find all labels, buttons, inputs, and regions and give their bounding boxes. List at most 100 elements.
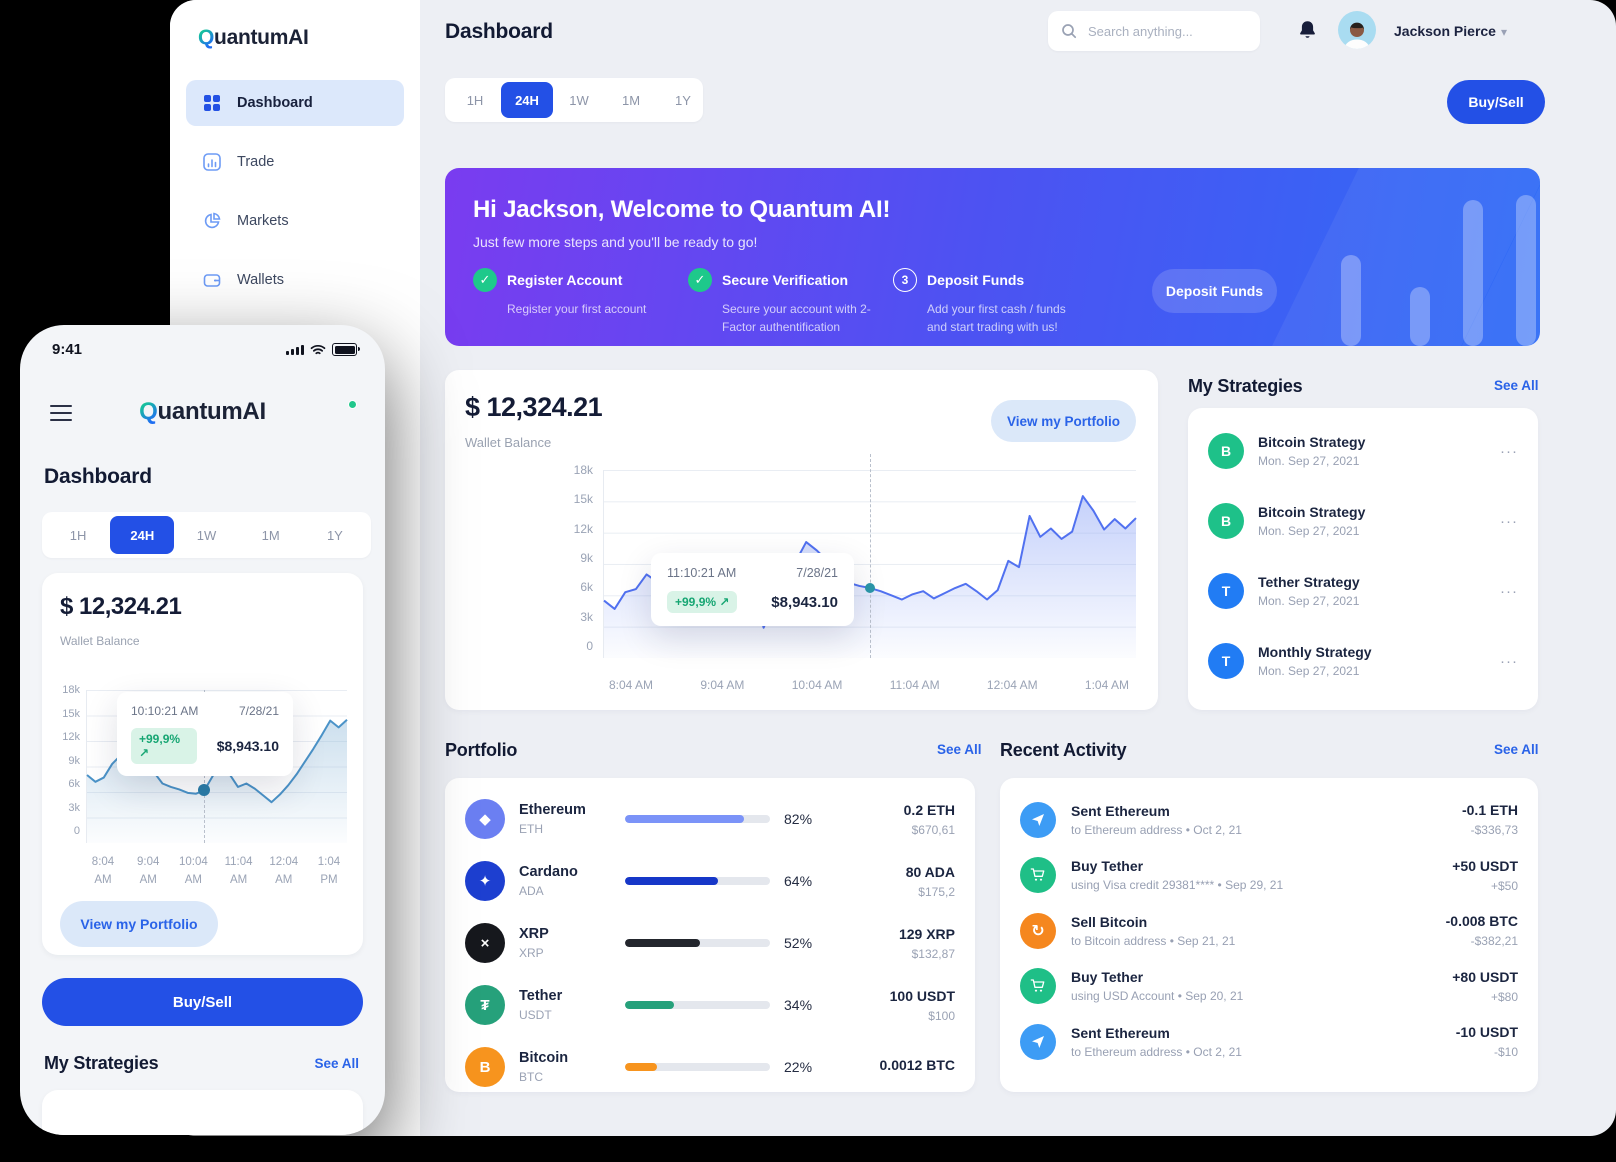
wallet-balance: $ 12,324.21: [60, 593, 182, 620]
activity-see-all[interactable]: See All: [1494, 742, 1539, 757]
asset-amount: 0.2 ETH: [903, 801, 955, 818]
asset-name: XRP: [519, 926, 549, 942]
portfolio-row-ethereum[interactable]: ◆ Ethereum ETH 82% 0.2 ETH $670,61: [445, 788, 975, 850]
user-name[interactable]: Jackson Pierce: [1394, 23, 1496, 39]
sidebar-item-trade[interactable]: Trade: [186, 139, 404, 185]
xrp-icon: ×: [465, 923, 505, 963]
activity-name: Buy Tether: [1071, 858, 1144, 875]
step-desc: Add your first cash / funds and start tr…: [927, 302, 1066, 334]
tether-icon: ₮: [465, 985, 505, 1025]
asset-amount: 129 XRP: [898, 925, 955, 942]
search-icon: [1061, 23, 1077, 39]
strategy-date: Mon. Sep 27, 2021: [1258, 524, 1360, 538]
y-axis-tick: 18k: [62, 684, 80, 696]
activity-desc: to Ethereum address • Oct 2, 21: [1071, 822, 1242, 837]
more-options-icon[interactable]: ···: [1500, 582, 1518, 600]
portfolio-row-bitcoin[interactable]: B Bitcoin BTC 22% 0.0012 BTC: [445, 1036, 975, 1092]
sidebar-item-label: Trade: [237, 154, 275, 170]
activity-row-sent-ethereum[interactable]: Sent Ethereum to Ethereum address • Oct 2…: [1000, 792, 1538, 848]
y-axis-tick: 6k: [580, 580, 593, 595]
strategy-row[interactable]: B Bitcoin Strategy Mon. Sep 27, 2021 ···: [1188, 416, 1538, 486]
view-portfolio-button[interactable]: View my Portfolio: [60, 901, 218, 947]
strategies-see-all[interactable]: See All: [314, 1056, 359, 1071]
notifications-bell-icon[interactable]: [20, 400, 357, 426]
search-input[interactable]: [1086, 22, 1240, 40]
activity-row-sell-bitcoin[interactable]: ↻ Sell Bitcoin to Bitcoin address • Sep 2…: [1000, 903, 1538, 959]
portfolio-row-cardano[interactable]: ✦ Cardano ADA 64% 80 ADA $175,2: [445, 850, 975, 912]
strategies-see-all[interactable]: See All: [1494, 378, 1539, 393]
sidebar-item-dashboard[interactable]: Dashboard: [186, 80, 404, 126]
more-options-icon[interactable]: ···: [1500, 442, 1518, 460]
avatar[interactable]: [1338, 11, 1376, 49]
tab-1y[interactable]: 1Y: [675, 92, 691, 108]
strategy-avatar: B: [1208, 433, 1244, 469]
more-options-icon[interactable]: ···: [1500, 652, 1518, 670]
buy-sell-button[interactable]: Buy/Sell: [1447, 80, 1545, 124]
view-portfolio-button[interactable]: View my Portfolio: [991, 400, 1136, 442]
sidebar-item-markets[interactable]: Markets: [186, 198, 404, 244]
check-icon: ✓: [688, 268, 712, 292]
deposit-funds-button[interactable]: Deposit Funds: [1152, 269, 1277, 313]
activity-desc: to Bitcoin address • Sep 21, 21: [1071, 933, 1236, 948]
y-axis-tick: 3k: [68, 801, 80, 814]
tab-1m[interactable]: 1M: [261, 527, 280, 543]
banner-step-verification: ✓ Secure Verification Secure your account…: [688, 268, 888, 336]
x-axis-tick: 9:04 AM: [136, 856, 160, 887]
tab-1w[interactable]: 1W: [569, 92, 589, 108]
tab-1w[interactable]: 1W: [196, 527, 217, 543]
sidebar-item-label: Wallets: [237, 272, 284, 288]
trend-up-icon: ↗: [139, 746, 150, 760]
y-axis-tick: 3k: [580, 609, 593, 624]
mobile-wallet-chart[interactable]: 10:10:21 AM 7/28/21 +99,9% ↗ $8,943.10: [86, 690, 347, 843]
tab-24h[interactable]: 24H: [110, 516, 175, 554]
tab-1h[interactable]: 1H: [466, 92, 484, 108]
strategy-row[interactable]: B Bitcoin Strategy Mon. Sep 27, 2021 ···: [1188, 486, 1538, 556]
step-desc: Register your first account: [507, 302, 647, 316]
welcome-banner: Hi Jackson, Welcome to Quantum AI! Just …: [445, 168, 1540, 346]
strategy-row[interactable]: T Monthly Strategy Mon. Sep 27, 2021 ···: [1188, 626, 1538, 696]
bitcoin-icon: B: [465, 1047, 505, 1087]
more-options-icon[interactable]: ···: [1500, 512, 1518, 530]
activity-row-buy-tether[interactable]: Buy Tether using Visa credit 29381**** • …: [1000, 848, 1538, 904]
portfolio-row-tether[interactable]: ₮ Tether USDT 34% 100 USDT $100: [445, 974, 975, 1036]
mobile-app-window: 9:41 QuantumAI Dashboard 1H 24H 1W 1M 1Y…: [20, 325, 385, 1135]
asset-amount: 100 USDT: [889, 987, 955, 1004]
tab-1m[interactable]: 1M: [621, 92, 641, 108]
wallet-chart[interactable]: 11:10:21 AM 7/28/21 +99,9% ↗ $8,943.10: [603, 454, 1136, 658]
activity-value: -$336,73: [1470, 823, 1518, 838]
tooltip-date: 7/28/21: [796, 566, 838, 580]
chevron-down-icon[interactable]: ▾: [1501, 25, 1508, 39]
x-axis-tick: 11:04 AM: [224, 856, 253, 887]
menu-icon[interactable]: [50, 405, 72, 426]
tab-1y[interactable]: 1Y: [326, 527, 343, 543]
pie-chart-icon: [203, 212, 221, 230]
sidebar-item-wallets[interactable]: Wallets: [186, 257, 404, 303]
tab-24h[interactable]: 24H: [501, 82, 553, 118]
buy-sell-button[interactable]: Buy/Sell: [42, 978, 363, 1026]
battery-icon: [332, 343, 360, 356]
chart-area: [604, 496, 1136, 658]
asset-amount: 0.0012 BTC: [879, 1056, 955, 1073]
portfolio-see-all[interactable]: See All: [937, 742, 982, 757]
asset-ticker: ETH: [519, 822, 543, 836]
mobile-wallet-card: $ 12,324.21 Wallet Balance 18k 15k 12k 9k 6k…: [42, 573, 363, 955]
allocation-bar: [625, 939, 770, 947]
strategy-name: Tether Strategy: [1258, 574, 1360, 590]
asset-value: $670,61: [911, 822, 955, 837]
logo-q-mark: Q: [198, 26, 215, 49]
activity-row-sent-ethereum[interactable]: Sent Ethereum to Ethereum address • Oct 2…: [1000, 1014, 1538, 1070]
portfolio-row-xrp[interactable]: × XRP XRP 52% 129 XRP $132,87: [445, 912, 975, 974]
activity-value: -$382,21: [1470, 934, 1518, 949]
allocation-bar: [625, 815, 770, 823]
notifications-bell-icon[interactable]: [1297, 19, 1616, 41]
strategy-row[interactable]: T Tether Strategy Mon. Sep 27, 2021 ···: [1188, 556, 1538, 626]
activity-row-buy-tether[interactable]: Buy Tether using USD Account • Sep 20, 21…: [1000, 959, 1538, 1015]
banner-step-deposit: 3 Deposit Funds Add your first cash / fun…: [893, 268, 1093, 336]
wallet-balance-card: $ 12,324.21 Wallet Balance View my Portf…: [445, 370, 1158, 710]
wallet-balance: $ 12,324.21: [465, 392, 603, 422]
tooltip-date: 7/28/21: [238, 704, 279, 718]
tab-1h[interactable]: 1H: [69, 527, 87, 543]
strategy-date: Mon. Sep 27, 2021: [1258, 664, 1360, 678]
chart-marker-dot: [198, 784, 211, 797]
strategy-name: Bitcoin Strategy: [1258, 504, 1366, 520]
